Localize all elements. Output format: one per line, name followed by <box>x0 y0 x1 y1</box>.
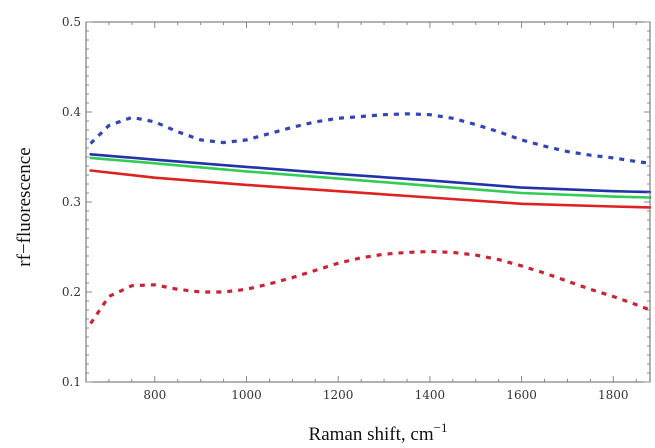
x-tick-label-1800: 1800 <box>598 388 629 402</box>
y-tick-label-0.4: 0.4 <box>62 105 81 119</box>
y-tick-label-0.1: 0.1 <box>62 375 81 389</box>
ticks-layer <box>86 21 650 383</box>
series-line-2-solid <box>89 153 652 194</box>
x-tick-label-1600: 1600 <box>506 388 537 402</box>
y-tick-label-0.2: 0.2 <box>62 285 81 299</box>
x-tick-label-800: 800 <box>143 388 166 402</box>
x-axis-title-text: Raman shift, cm <box>309 424 434 445</box>
series-line-1-dashed <box>89 112 651 165</box>
series-line-3-solid <box>89 156 652 199</box>
series-line-5-dashed <box>89 249 651 325</box>
y-tick-label-0.5: 0.5 <box>62 15 81 29</box>
labels-layer: 800 1000 1200 1400 1600 1800 0.1 0.2 0.3 0.4 0.5 <box>62 15 629 402</box>
x-tick-label-1200: 1200 <box>323 388 354 402</box>
series-line-4-solid <box>89 169 652 209</box>
x-axis-title: Raman shift, cm−1 <box>309 420 448 445</box>
x-axis-title-superscript: −1 <box>434 420 448 435</box>
x-tick-label-1400: 1400 <box>415 388 446 402</box>
y-axis-title: rf−fluorescence <box>14 147 35 266</box>
x-tick-label-1000: 1000 <box>231 388 262 402</box>
y-tick-label-0.3: 0.3 <box>62 195 81 209</box>
series-layer <box>89 112 652 325</box>
